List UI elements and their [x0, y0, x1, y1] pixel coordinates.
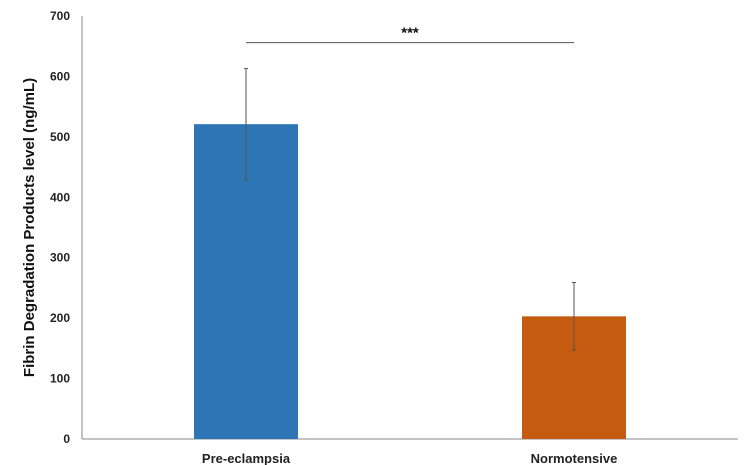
y-tick-label: 300: [50, 251, 70, 265]
y-tick-label: 700: [50, 9, 70, 23]
y-axis-title: Fibrin Degradation Products level (ng/mL…: [21, 78, 38, 377]
y-axis: 0 100 200 300 400 500 600 700: [50, 9, 83, 446]
y-tick-label: 200: [50, 311, 70, 325]
significance-label: ***: [401, 25, 419, 42]
y-tick-label: 0: [63, 432, 70, 446]
y-tick-label: 400: [50, 190, 70, 204]
error-bar: [244, 68, 248, 181]
bars: [194, 124, 626, 439]
error-bar: [572, 281, 576, 351]
category-labels: Pre-eclampsia Normotensive: [202, 451, 617, 465]
y-tick-label: 600: [50, 69, 70, 83]
y-tick-label: 500: [50, 130, 70, 144]
y-tick-label: 100: [50, 372, 70, 386]
x-tick-label: Normotensive: [531, 451, 618, 465]
error-bars: [244, 68, 576, 351]
x-tick-label: Pre-eclampsia: [202, 451, 291, 465]
significance-annotation: ***: [246, 25, 574, 44]
y-tick-labels: 0 100 200 300 400 500 600 700: [50, 9, 70, 446]
